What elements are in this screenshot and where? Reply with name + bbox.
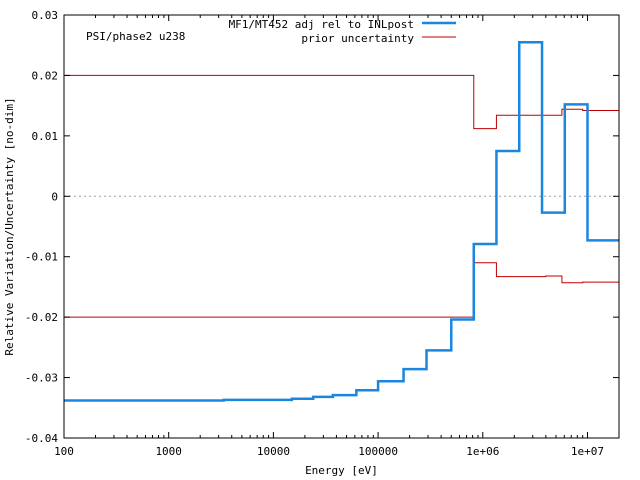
x-tick-label: 100000 [358,445,398,458]
x-axis-title: Energy [eV] [305,464,378,477]
y-tick-label: -0.02 [25,311,58,324]
y-tick-label: 0.01 [32,130,59,143]
x-tick-label: 1e+07 [571,445,604,458]
y-tick-label: 0 [51,190,58,203]
plot-frame [63,14,620,439]
legend-label-adj: MF1/MT452 adj rel to INLpost [229,18,414,31]
y-axis-ticks: -0.04 -0.03 -0.02 -0.01 0 0.01 0.02 0.03 [25,9,619,445]
y-tick-label: -0.01 [25,251,58,264]
y-tick-label: 0.02 [32,69,59,82]
y-tick-label: -0.03 [25,372,58,385]
x-axis-ticks: 100 1000 10000 100000 1e+06 1e+07 [54,15,620,458]
legend: MF1/MT452 adj rel to INLpost prior uncer… [229,18,456,45]
x-tick-label: 1000 [155,445,182,458]
y-axis-title: Relative Variation/Uncertainty [no-dim] [3,97,16,355]
series-mf1-mt452-adj [64,40,619,402]
chart-annotation: PSI/phase2 u238 [86,30,185,43]
legend-label-prior: prior uncertainty [301,32,414,45]
series-prior-uncertainty-lower [64,262,619,318]
series-prior-uncertainty-upper [64,74,619,130]
plot-area [63,14,620,439]
y-tick-label: -0.04 [25,432,58,445]
y-tick-label: 0.03 [32,9,59,22]
x-tick-label: 1e+06 [466,445,499,458]
series-layer [64,40,619,402]
x-tick-label: 100 [54,445,74,458]
x-tick-label: 10000 [257,445,290,458]
